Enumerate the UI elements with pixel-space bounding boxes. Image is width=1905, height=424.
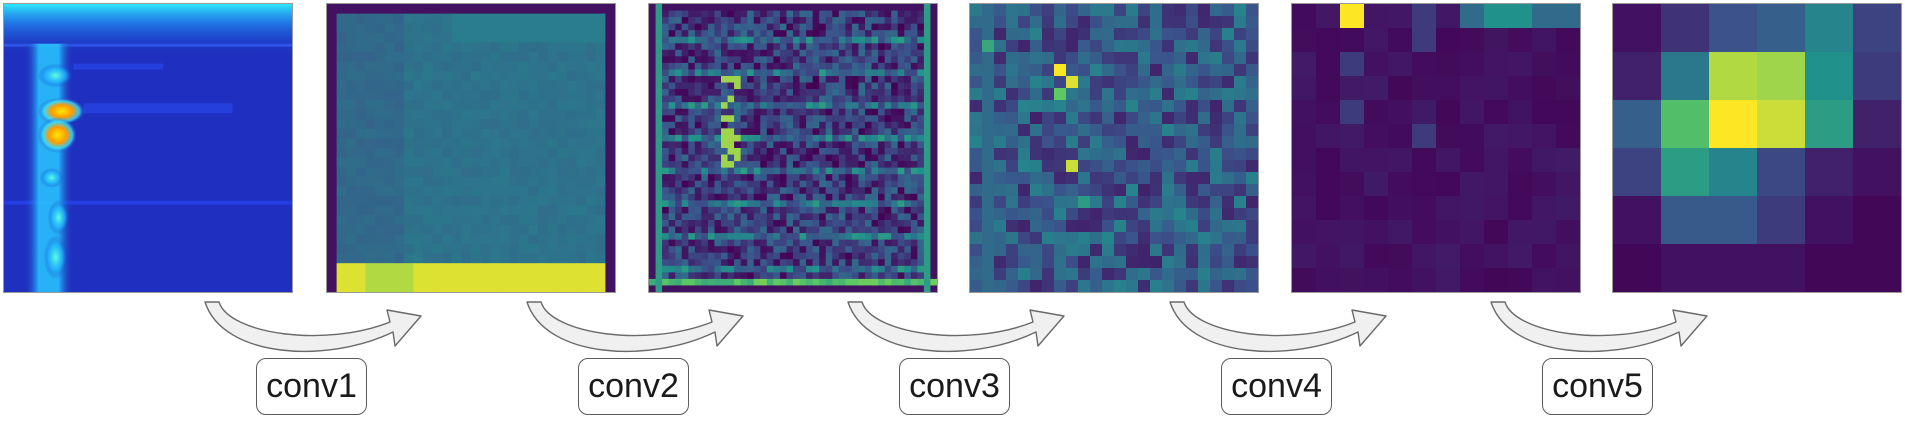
layer-label-conv1: conv1 xyxy=(256,358,367,415)
layer-label-conv5: conv5 xyxy=(1542,358,1653,415)
conv4-feature-map xyxy=(1291,3,1581,293)
curved-arrow-icon xyxy=(847,301,1065,353)
curved-arrow-icon xyxy=(526,301,744,353)
layer-label-conv3: conv3 xyxy=(899,358,1010,415)
conv5-feature-map xyxy=(1612,3,1902,293)
conv3-feature-map xyxy=(969,3,1259,293)
curved-arrow-icon xyxy=(1490,301,1708,353)
conv2-feature-map xyxy=(648,3,938,293)
curved-arrow-icon xyxy=(1169,301,1387,353)
input-spectrogram xyxy=(3,3,293,293)
curved-arrow-icon xyxy=(204,301,422,353)
layer-label-conv4: conv4 xyxy=(1221,358,1332,415)
layer-label-conv2: conv2 xyxy=(578,358,689,415)
conv1-feature-map xyxy=(326,3,616,293)
